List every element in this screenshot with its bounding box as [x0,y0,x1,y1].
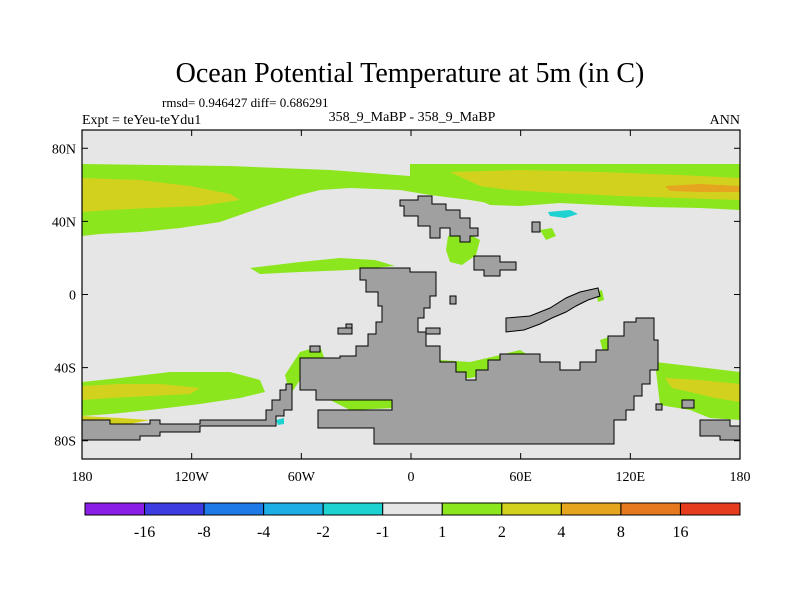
plot-area [82,130,740,459]
x-tick-label: 60W [288,470,316,485]
land-islet-west-2 [345,323,353,329]
colorbar-swatch [203,502,265,516]
y-axis: 80N 40N 0 40S 80S [52,142,740,450]
colorbar-swatch [501,502,562,516]
x-tick-label: 60E [509,470,532,485]
land-islet-west-1 [337,327,353,335]
colorbar-swatch [382,502,443,516]
colorbar-label: 8 [617,524,625,541]
orange-north-east [665,184,740,192]
left-label: Expt = teYeu-teYdu1 [82,113,201,128]
colorbar-label: -8 [197,524,210,541]
land-southeast-coast [699,419,740,441]
yellow-north-west [82,178,240,212]
cyan-south-small [276,418,284,425]
y-tick-label: 0 [69,289,76,304]
yellow-south-east [665,378,740,402]
center-label: 358_9_MaBP - 358_9_MaBP [329,110,496,125]
y-tick-label: 80N [52,142,76,157]
y-tick-label: 40N [52,215,76,230]
colorbar-label: -2 [317,524,330,541]
colorbar-label: 1 [438,524,446,541]
colorbar-swatch [620,502,681,516]
anomaly-minus2-to-minus1-regions [276,210,578,425]
colorbar-swatch [322,502,384,516]
anomaly-4-to-8-regions [665,184,740,192]
chart-title: Ocean Potential Temperature at 5m (in C) [176,58,645,89]
colorbar-label: -4 [257,524,270,541]
colorbar-swatch [84,502,146,516]
colorbar-swatch [441,502,503,516]
x-axis: 180 120W 60W 0 60E 120E 180 [72,130,751,485]
land-east-peninsula [473,255,517,277]
colorbar-swatch [263,502,324,516]
land-islet-west-3 [309,345,321,353]
stats-line: rmsd= 0.946427 diff= 0.686291 [162,95,328,110]
land-masses [82,195,740,445]
land-islet-northeast [531,221,541,233]
colorbar-swatch [144,502,205,516]
atlantic-patch [446,232,480,265]
colorbar-label: -1 [376,524,389,541]
right-label: ANN [710,113,740,128]
x-tick-label: 0 [408,470,415,485]
land-islet-south-east-2 [655,403,663,411]
north-band-west [82,164,520,236]
colorbar-label: -16 [134,524,155,541]
land-islet-mid [425,327,441,335]
colorbar: -16 -8 -4 -2 -1 1 2 4 8 16 [84,502,741,541]
x-tick-label: 180 [72,470,93,485]
land-islet-equatorial [449,295,457,305]
x-tick-label: 120W [175,470,210,485]
y-tick-label: 80S [54,435,76,450]
colorbar-label: 2 [498,524,506,541]
anomaly-2-to-4-regions [82,170,740,428]
colorbar-swatch [560,502,622,516]
colorbar-label: 16 [672,524,688,541]
x-tick-label: 180 [730,470,751,485]
cyan-north-atlantic [548,210,578,218]
land-southern-supercontinent [299,267,659,445]
yellow-south-west [82,384,200,400]
land-southwest-strip [82,383,293,441]
y-tick-label: 40S [54,362,76,377]
land-islet-south-east [681,399,695,409]
colorbar-swatch [679,502,741,516]
yellow-north-east [450,170,740,200]
land-east-arc [505,287,601,333]
colorbar-label: 4 [557,524,565,541]
tropical-strip-west [250,258,395,274]
small-green-1 [540,228,556,240]
x-tick-label: 120E [616,470,646,485]
land-north-continent [399,195,479,243]
